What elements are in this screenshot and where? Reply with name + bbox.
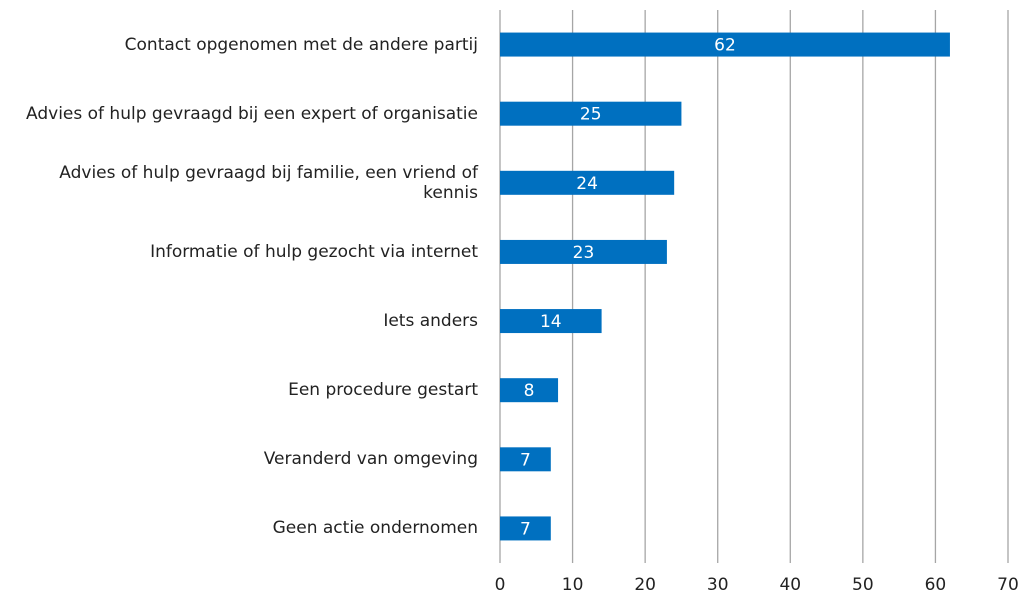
bar xyxy=(500,170,675,195)
bar xyxy=(500,378,559,403)
x-tick-label: 10 xyxy=(562,575,584,595)
x-tick-label: 30 xyxy=(707,575,729,595)
y-tick-label: Informatie of hulp gezocht via internet xyxy=(150,241,478,262)
bar xyxy=(500,309,602,334)
x-tick-label: 50 xyxy=(852,575,874,595)
value-label: 25 xyxy=(580,105,602,125)
x-tick-label: 60 xyxy=(925,575,947,595)
x-tick-label: 40 xyxy=(779,575,801,595)
value-label: 14 xyxy=(540,312,562,332)
x-tick-label: 20 xyxy=(634,575,656,595)
value-label: 7 xyxy=(520,519,531,539)
value-label: 7 xyxy=(520,450,531,470)
value-label: 62 xyxy=(714,36,736,56)
value-label: 23 xyxy=(573,243,595,263)
bar xyxy=(500,516,551,541)
y-tick-label: Contact opgenomen met de andere partij xyxy=(124,34,478,55)
y-tick-label: Veranderd van omgeving xyxy=(263,449,478,470)
y-tick-label: Geen actie ondernomen xyxy=(272,518,478,539)
value-label: 24 xyxy=(576,174,598,194)
bar xyxy=(500,239,667,264)
value-label: 8 xyxy=(524,381,535,401)
y-tick-label: Advies of hulp gevraagd bij familie, een… xyxy=(59,162,478,203)
x-tick-label: 70 xyxy=(997,575,1019,595)
y-tick-label: Iets anders xyxy=(383,311,478,332)
y-tick-label: Advies of hulp gevraagd bij een expert o… xyxy=(26,103,478,124)
bar xyxy=(500,101,682,126)
y-tick-label: Een procedure gestart xyxy=(288,380,478,401)
bar xyxy=(500,32,950,57)
x-tick-label: 0 xyxy=(495,575,506,595)
bar xyxy=(500,447,551,472)
